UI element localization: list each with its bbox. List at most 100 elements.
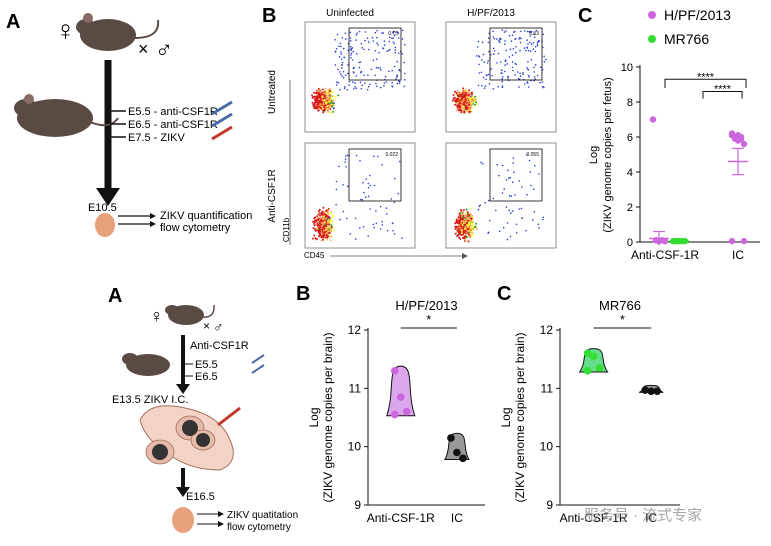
flow-event	[398, 68, 400, 71]
flow-event	[322, 206, 325, 209]
flow-event	[477, 208, 480, 211]
flow-event	[349, 40, 352, 42]
flow-event	[511, 210, 514, 212]
bot_b-ylabel-1: Log	[307, 407, 321, 427]
flow-event	[384, 75, 387, 78]
flow-event	[391, 85, 393, 87]
flow-event	[327, 110, 330, 113]
flow-event	[510, 212, 512, 214]
flow-event	[359, 61, 362, 63]
flow-event	[476, 227, 479, 230]
flow-event	[319, 220, 322, 223]
flow-event	[528, 159, 531, 162]
flow-event	[387, 49, 390, 52]
flow-event	[352, 81, 354, 83]
flow-event	[344, 74, 347, 77]
bot_b-title: H/PF/2013	[395, 298, 457, 313]
flow-event	[331, 216, 334, 219]
flow-event	[321, 217, 324, 220]
legend-label-hpf: H/PF/2013	[664, 7, 731, 23]
top-c-series-2	[728, 130, 748, 245]
bot_c-point	[653, 387, 661, 396]
top-c-xtick-label: Anti-CSF-1R	[631, 248, 699, 262]
flow-event	[327, 215, 330, 218]
flow-plot-1: 0.53	[445, 21, 557, 133]
embryo-icon	[95, 213, 115, 237]
flow-event	[515, 46, 517, 48]
flow-event	[534, 45, 537, 48]
flow-event	[316, 228, 318, 231]
flow-event	[350, 52, 353, 54]
flow-event	[496, 38, 498, 40]
flow-event	[512, 181, 514, 183]
flow-event	[319, 103, 322, 106]
flow-event	[532, 42, 535, 44]
flow-event	[529, 35, 531, 37]
flow-event	[501, 76, 504, 78]
flow-event	[322, 92, 325, 95]
flow-event	[340, 51, 342, 53]
output-arrows	[118, 213, 156, 227]
flow-event	[507, 169, 509, 171]
flow-event	[532, 48, 535, 50]
flow-event	[469, 97, 472, 100]
flow-event	[362, 181, 364, 184]
flow-event	[352, 50, 355, 53]
flow-event	[317, 98, 320, 101]
flow-event	[468, 233, 471, 236]
flow-event	[471, 215, 474, 218]
flow-event	[529, 31, 532, 34]
flow-event	[321, 221, 324, 224]
flow-event	[346, 154, 349, 157]
flow-event	[458, 106, 461, 109]
flow-event	[527, 49, 530, 52]
flow-event	[477, 40, 480, 43]
col-title-uninfected: Uninfected	[326, 8, 374, 19]
bot_c-xtick-label: IC	[645, 511, 657, 525]
flow-event	[331, 105, 334, 108]
flow-event	[478, 205, 481, 208]
flow-event	[323, 231, 326, 233]
flow-event	[488, 199, 490, 202]
flow-event	[350, 57, 352, 59]
flow-event	[496, 164, 498, 166]
flow-event	[487, 73, 490, 76]
flow-event	[320, 228, 323, 231]
flow-event	[343, 87, 346, 90]
flow-event	[372, 223, 375, 226]
flow-event	[315, 98, 318, 101]
flow-event	[483, 87, 486, 89]
flow-event	[317, 89, 320, 92]
bot_b-xtick-label: Anti-CSF-1R	[367, 511, 435, 525]
flow-event	[404, 79, 406, 81]
flow-event	[481, 162, 484, 165]
sig-bracket-1	[664, 78, 747, 88]
bot_c-xtick-label: Anti-CSF-1R	[560, 511, 628, 525]
flow-event	[313, 224, 316, 227]
flow-event	[504, 43, 506, 45]
flow-event	[335, 48, 338, 50]
flow-event	[464, 109, 467, 112]
bot_b-point	[390, 367, 399, 375]
flow-event	[381, 220, 383, 223]
bot_c-ytick-label: 10	[540, 440, 554, 454]
flow-event	[462, 225, 465, 228]
flow-event	[342, 210, 345, 213]
flow-event	[339, 71, 341, 73]
flow-event	[468, 235, 470, 238]
top-panel-a: A ♀ × ♂ E5.5 - anti-CSF1R E6.5 - anti-CS…	[6, 11, 252, 237]
flow-event	[328, 102, 331, 104]
bot_b-point	[453, 448, 461, 457]
flow-event	[383, 82, 386, 84]
flow-event	[358, 30, 361, 33]
flow-event	[512, 162, 514, 164]
flow-event	[327, 92, 330, 94]
top-c-ytick-label: 10	[621, 62, 633, 74]
flow-event	[341, 64, 343, 66]
flow-event	[323, 225, 326, 227]
flow-event	[324, 236, 327, 239]
flow-event	[328, 225, 331, 228]
flow-event	[364, 31, 367, 33]
flow-event	[368, 86, 370, 88]
flow-event	[471, 219, 474, 221]
